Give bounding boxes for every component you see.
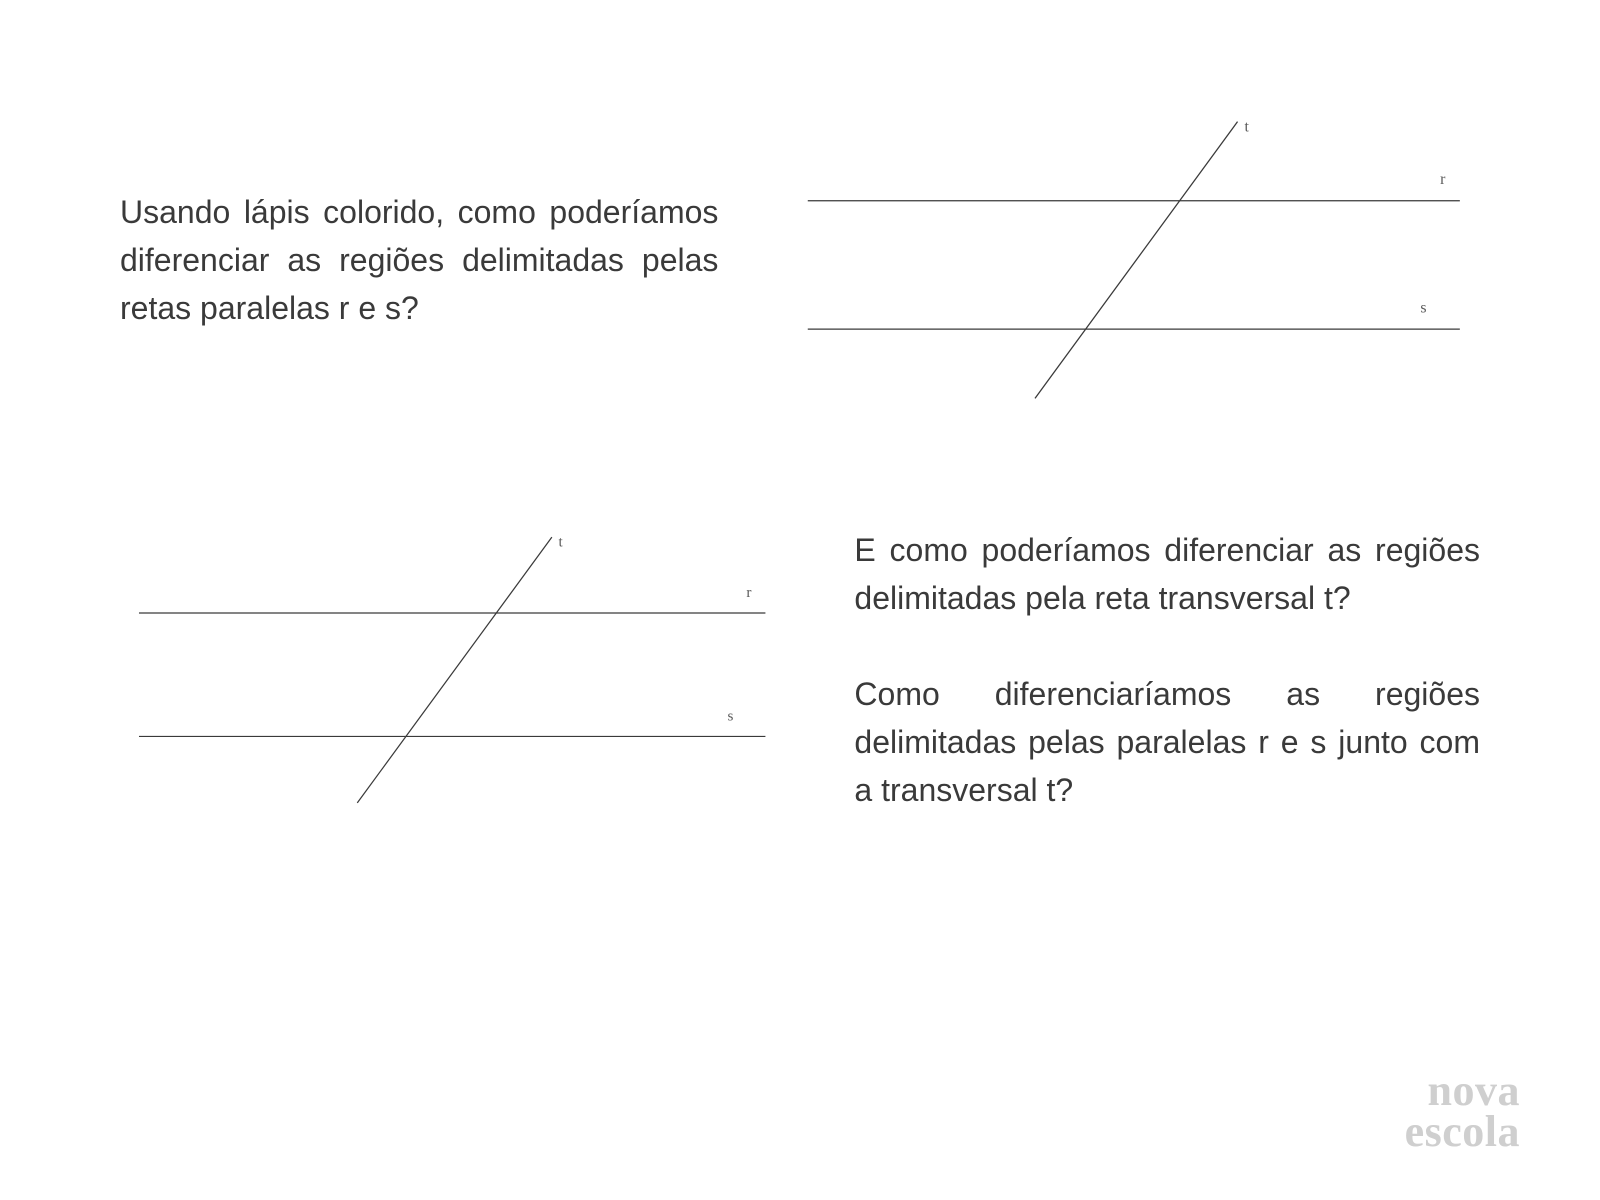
brand-line-2: escola bbox=[1405, 1112, 1520, 1152]
diagram-bottom: t r s bbox=[120, 510, 784, 830]
brand-line-1: nova bbox=[1405, 1071, 1520, 1111]
question-1: Usando lápis colorido, como poderíamos d… bbox=[120, 188, 718, 332]
row-top: Usando lápis colorido, como poderíamos d… bbox=[120, 100, 1480, 420]
label-r: r bbox=[746, 584, 751, 601]
label-t: t bbox=[1245, 119, 1250, 136]
brand-logo: nova escola bbox=[1405, 1071, 1520, 1152]
label-s: s bbox=[1421, 299, 1427, 316]
question-2: E como poderíamos diferenciar as regiões… bbox=[854, 526, 1480, 622]
slide: Usando lápis colorido, como poderíamos d… bbox=[0, 0, 1600, 1200]
label-t: t bbox=[559, 534, 564, 551]
parallel-transversal-diagram: t r s bbox=[788, 100, 1480, 420]
line-t bbox=[1035, 122, 1238, 399]
question-3: Como diferenciaríamos as regiões delimit… bbox=[854, 670, 1480, 814]
label-s: s bbox=[727, 707, 733, 724]
diagram-top: t r s bbox=[788, 100, 1480, 420]
line-t bbox=[357, 537, 552, 803]
row-bottom: t r s E como poderíamos diferenciar as r… bbox=[120, 510, 1480, 830]
right-text-column: E como poderíamos diferenciar as regiões… bbox=[854, 526, 1480, 814]
label-r: r bbox=[1440, 171, 1446, 188]
parallel-transversal-diagram-2: t r s bbox=[120, 510, 784, 830]
